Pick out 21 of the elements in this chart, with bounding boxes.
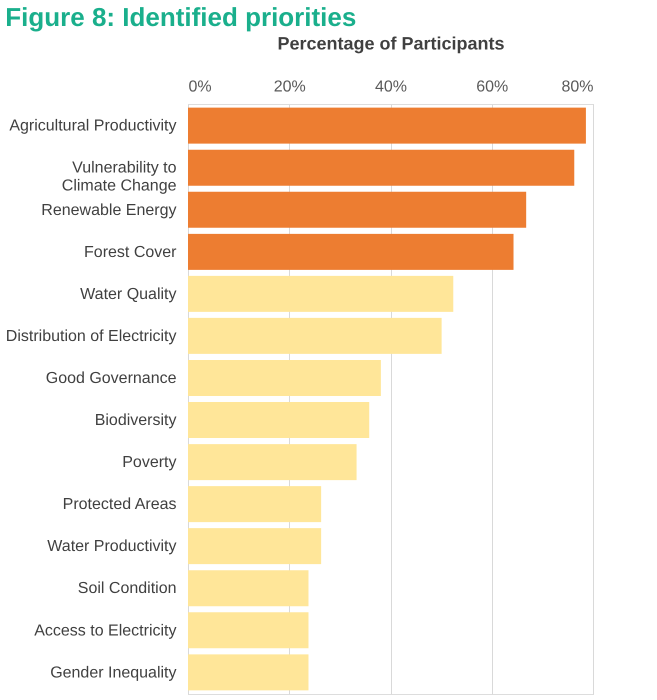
x-tick-label: 80%	[561, 78, 594, 96]
x-axis-title: Percentage of Participants	[277, 34, 505, 54]
y-tick-label: Forest Cover	[84, 244, 178, 261]
y-tick-label: Access to Electricity	[34, 622, 176, 640]
y-tick-label: Renewable Energy	[41, 202, 176, 219]
y-tick-label: Gender Inequality	[50, 664, 176, 682]
y-tick-label: Protected Areas	[62, 496, 176, 514]
y-tick-label: Water Productivity	[47, 538, 176, 556]
y-tick-label: Distribution of Electricity	[6, 328, 176, 345]
x-tick-label: 0%	[188, 78, 212, 96]
x-tick-label: 20%	[274, 78, 306, 96]
y-tick-label: Good Governance	[46, 370, 177, 387]
y-tick-label: Soil Condition	[78, 580, 176, 598]
x-tick-label: 60%	[476, 78, 508, 96]
y-tick-label: Vulnerability to Climate Change	[62, 160, 177, 195]
y-tick-label: Water Quality	[80, 286, 176, 303]
y-tick-label: Agricultural Productivity	[9, 118, 176, 135]
chart-title: Figure 8: Identified priorities	[5, 2, 356, 32]
y-tick-label: Poverty	[122, 454, 176, 472]
x-tick-label: 40%	[374, 78, 408, 96]
y-tick-label: Biodiversity	[94, 412, 176, 430]
